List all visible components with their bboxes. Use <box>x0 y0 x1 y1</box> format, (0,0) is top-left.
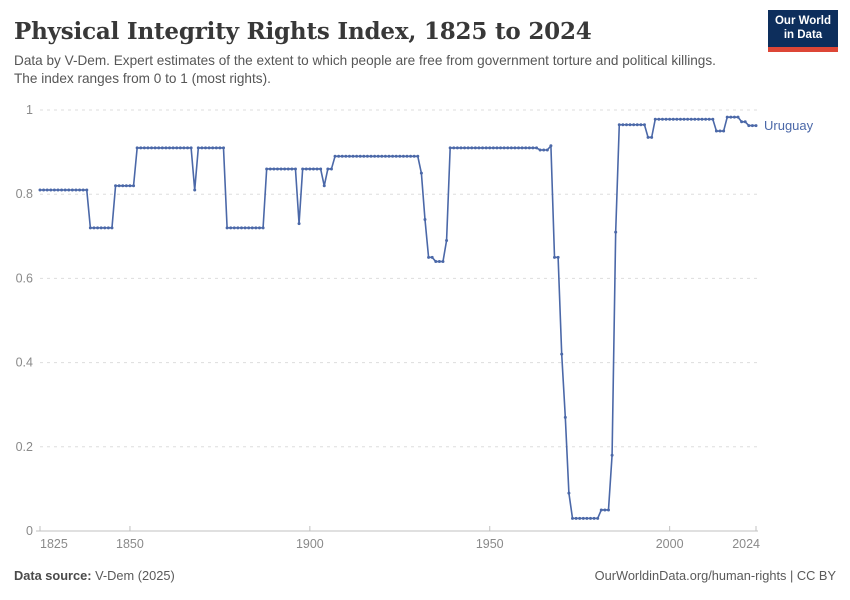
owid-logo-line2: in Data <box>783 28 823 41</box>
y-tick-label: 0.4 <box>16 356 33 370</box>
page-title: Physical Integrity Rights Index, 1825 to… <box>14 18 592 45</box>
y-tick-label: 0 <box>26 524 33 538</box>
entity-label[interactable]: Uruguay <box>764 118 814 133</box>
owid-url-link[interactable]: OurWorldinData.org/human-rights <box>594 568 787 583</box>
footer-separator: | <box>786 568 797 583</box>
x-tick-label: 2000 <box>656 537 684 551</box>
y-tick-label: 0.2 <box>16 440 33 454</box>
footer-links: OurWorldinData.org/human-rights | CC BY <box>595 568 836 583</box>
x-tick-label: 1850 <box>116 537 144 551</box>
y-tick-label: 0.6 <box>16 271 33 285</box>
data-source: Data source: V-Dem (2025) <box>14 568 175 583</box>
owid-logo[interactable]: Our World in Data <box>768 10 838 52</box>
owid-logo-line1: Our World <box>774 14 831 27</box>
data-source-value: V-Dem (2025) <box>95 568 175 583</box>
series-line-uruguay[interactable] <box>39 116 757 520</box>
data-source-label: Data source: <box>14 568 92 583</box>
x-tick-label: 1900 <box>296 537 324 551</box>
chart-footer: Data source: V-Dem (2025) OurWorldinData… <box>14 568 836 583</box>
y-tick-label: 1 <box>26 103 33 117</box>
series-markers <box>38 115 758 520</box>
line-chart-canvas[interactable]: 0 0.2 0.4 0.6 0.8 1 1825 1850 1900 1950 2000 2024 Ur… <box>0 95 850 565</box>
chart-subtitle: Data by V-Dem. Expert estimates of the e… <box>14 53 716 86</box>
y-tick-label: 0.8 <box>16 187 33 201</box>
x-tick-label: 1825 <box>40 537 68 551</box>
license-link[interactable]: CC BY <box>796 568 836 583</box>
x-tick-label: 1950 <box>476 537 504 551</box>
x-tick-label: 2024 <box>732 537 760 551</box>
